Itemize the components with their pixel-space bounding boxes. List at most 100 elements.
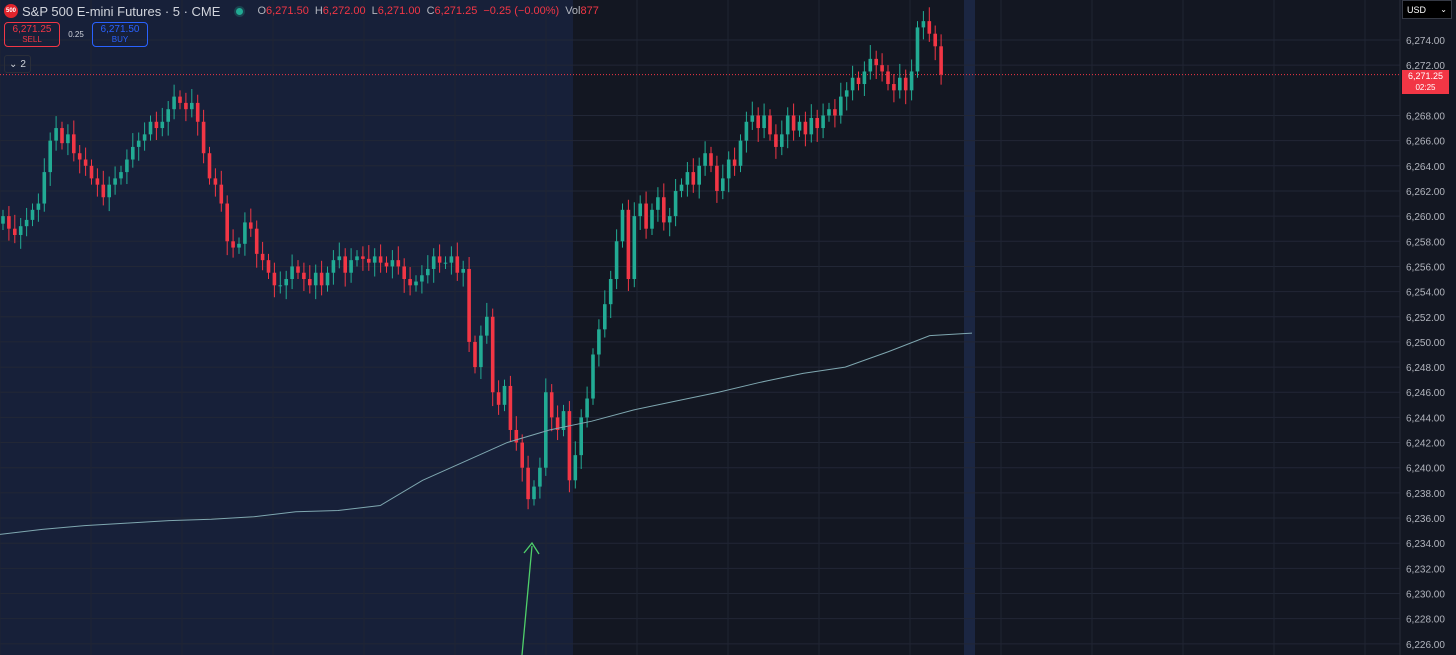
candle-body [656, 197, 660, 210]
candle-body [756, 115, 760, 129]
market-status-icon[interactable] [236, 7, 244, 15]
vwap-line [0, 332, 973, 535]
candle-body [632, 216, 637, 280]
candle-body [437, 256, 442, 263]
candle-body [195, 102, 200, 122]
indicators-toggle[interactable]: ⌄ 2 [4, 55, 31, 73]
change-value: −0.25 (−0.00%) [483, 5, 560, 17]
candle-body [443, 262, 448, 264]
candle-body [101, 184, 106, 198]
sp500-logo-icon: 500 [4, 4, 18, 18]
buy-button[interactable]: 6,271.50 BUY [92, 22, 148, 47]
candle-body [508, 385, 513, 430]
price-tick-label: 6,272.00 [1406, 61, 1445, 72]
candle-body [219, 184, 224, 204]
candle-body [231, 241, 235, 248]
candle-body [579, 417, 583, 456]
candle-body [467, 268, 471, 342]
currency-label: USD [1407, 4, 1427, 15]
candle-body [490, 316, 495, 393]
candle-body [603, 304, 607, 330]
price-tick-label: 6,248.00 [1406, 363, 1445, 374]
candle-body [620, 209, 625, 242]
candle-body [744, 121, 749, 141]
candle-body [66, 134, 70, 144]
candle-body [679, 184, 684, 191]
buy-price: 6,271.50 [100, 24, 140, 35]
candle-body [709, 153, 713, 166]
candle-body [844, 90, 849, 97]
candle-body [290, 266, 294, 280]
price-tick-label: 6,252.00 [1406, 313, 1445, 324]
candle-body [479, 335, 483, 368]
candle-body [54, 128, 58, 141]
candle-body [520, 442, 524, 468]
price-axis[interactable]: 6,274.00 6,272.00 6,268.00 6,266.00 6,264.00… [1406, 36, 1445, 651]
trade-panel: 6,271.25 SELL 0.25 6,271.50 BUY [4, 22, 148, 47]
symbol-title[interactable]: S&P 500 E-mini Futures · 5 · CME [22, 3, 221, 19]
price-tick-label: 6,260.00 [1406, 212, 1445, 223]
chevron-down-icon: ⌄ [1440, 5, 1447, 14]
buy-label: BUY [111, 35, 129, 44]
candle-body [591, 354, 595, 399]
candle-body [402, 266, 406, 280]
candle-body [384, 262, 389, 267]
candle-body [408, 279, 412, 286]
price-tick-label: 6,256.00 [1406, 262, 1445, 273]
open-value: 6,271.50 [266, 5, 309, 17]
volume-value: 877 [580, 5, 599, 17]
candle-body [72, 134, 76, 154]
candle-body [726, 159, 731, 179]
candle-body [367, 258, 371, 263]
candle-body [313, 272, 318, 286]
candle-body [485, 316, 489, 336]
candle-body [178, 96, 182, 103]
candle-body [738, 140, 743, 166]
candle-body [431, 256, 436, 269]
candle-body [886, 71, 890, 85]
candle-body [337, 256, 342, 261]
candle-body [544, 392, 548, 468]
sell-button[interactable]: 6,271.25 SELL [4, 22, 60, 47]
candle-body [750, 115, 755, 122]
spread-value: 0.25 [68, 30, 84, 39]
arrow-annotation[interactable] [521, 541, 540, 655]
candle-body [473, 341, 477, 368]
candle-body [502, 385, 507, 405]
candle-body [650, 209, 654, 229]
price-tick-label: 6,266.00 [1406, 137, 1445, 148]
candle-body [762, 115, 766, 129]
candle-body [461, 268, 465, 273]
sell-label: SELL [22, 35, 42, 44]
candle-body [136, 140, 141, 147]
candle-body [898, 77, 902, 91]
candle-body [24, 219, 29, 227]
currency-selector[interactable]: USD ⌄ [1402, 0, 1452, 19]
candle-body [390, 260, 395, 267]
session-background [0, 0, 573, 655]
candle-body [673, 190, 678, 217]
candle-body [691, 172, 696, 185]
candle-body [815, 117, 819, 129]
candle-body [614, 241, 619, 280]
candle-body [266, 260, 271, 273]
candle-body [372, 256, 377, 263]
candle-body [154, 121, 159, 129]
candle-body [378, 256, 383, 263]
candle-body [638, 203, 642, 217]
candle-body [254, 228, 259, 254]
candle-body [213, 178, 218, 185]
candle-body [791, 115, 796, 131]
candle-body [514, 429, 519, 443]
candle-body [184, 102, 188, 110]
price-tick-label: 6,244.00 [1406, 413, 1445, 424]
price-tick-label: 6,226.00 [1406, 640, 1445, 651]
candle-body [703, 153, 707, 166]
candle-body [685, 172, 690, 185]
price-tick-label: 6,242.00 [1406, 439, 1445, 450]
low-key: L [371, 5, 378, 17]
candle-body [933, 33, 937, 47]
candle-body [42, 172, 47, 204]
candle-body [573, 455, 578, 481]
